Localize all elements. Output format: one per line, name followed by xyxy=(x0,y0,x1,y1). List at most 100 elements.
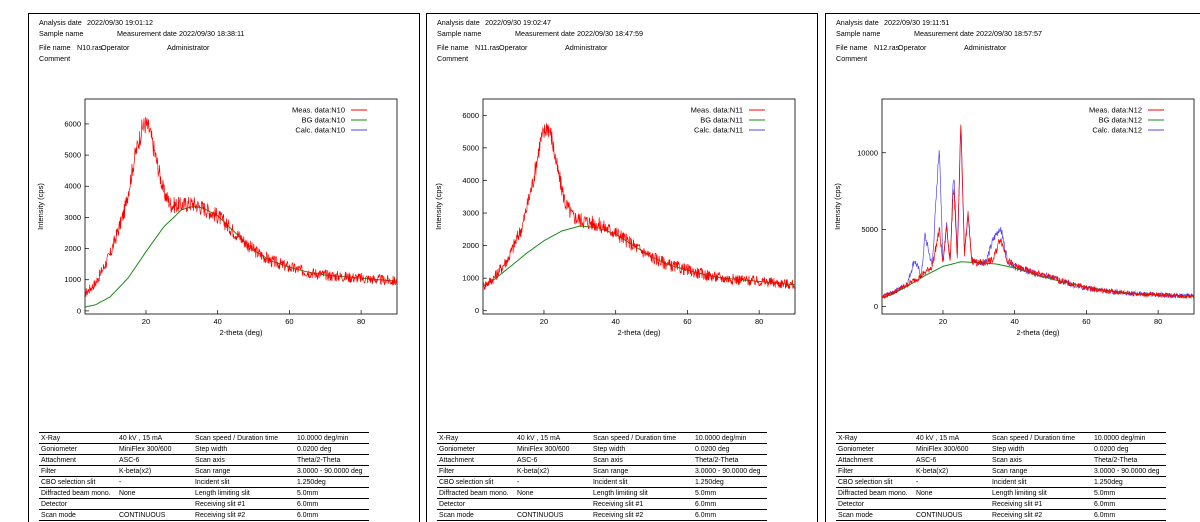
file-name-value: N12.ras xyxy=(874,43,900,52)
y-tick-label: 0 xyxy=(874,302,878,311)
param-label: CBO selection slit xyxy=(838,478,893,486)
params-row: Goniometer MiniFlex 300/600 Step width 0.02… xyxy=(437,444,767,455)
param-value: 5.0mm xyxy=(695,489,717,497)
xrd-chart: 0 5000 10000 20 40 60 80 2-theta (deg) Intensity… xyxy=(833,98,1195,337)
param-value: 1.250deg xyxy=(695,478,724,486)
x-tick-label: 40 xyxy=(1011,317,1019,326)
param-value xyxy=(515,499,591,510)
param-label: Attachment xyxy=(439,456,474,464)
legend-label: Calc. data:N12 xyxy=(1092,126,1142,135)
param-value: CONTINUOUS xyxy=(119,511,166,519)
params-row: Detector Receiving slit #1 6.0mm xyxy=(39,499,369,510)
y-tick-label: 4000 xyxy=(64,182,81,191)
param-value: 10.0000 deg/min xyxy=(695,434,747,442)
param-label: Receiving slit #2 xyxy=(992,511,1043,519)
plot-frame xyxy=(881,98,1195,315)
param-value: 3.0000 - 90.0000 deg xyxy=(1094,467,1160,475)
measurement-date-label: Measurement date xyxy=(515,28,575,38)
param-value: 10.0000 deg/min xyxy=(297,434,349,442)
y-tick-label: 1000 xyxy=(64,275,81,284)
analysis-date-label: Analysis date xyxy=(437,18,480,27)
param-label: Length limiting slit xyxy=(593,489,648,497)
x-axis-label: 2-theta (deg) xyxy=(220,328,263,337)
param-value: None xyxy=(517,489,534,497)
plot-frame xyxy=(482,98,796,315)
params-row: X-Ray 40 kV , 15 mA Scan speed / Duration … xyxy=(39,432,369,444)
param-value: CONTINUOUS xyxy=(916,511,963,519)
params-row: Filter K-beta(x2) Scan range 3.0000 - 90.00… xyxy=(836,466,1166,477)
param-label: CBO selection slit xyxy=(439,478,494,486)
param-value: None xyxy=(916,489,933,497)
analysis-date-value: 2022/09/30 19:11:51 xyxy=(884,18,950,27)
param-value: 0.0200 deg xyxy=(1094,445,1129,453)
param-label: Scan speed / Duration time xyxy=(992,434,1076,442)
params-row: CBO selection slit - Incident slit 1.250deg xyxy=(836,477,1166,488)
param-label: X-Ray xyxy=(838,434,858,442)
param-label: Filter xyxy=(41,467,57,475)
comment-label: Comment xyxy=(39,53,71,63)
param-label: Length limiting slit xyxy=(195,489,250,497)
param-label: Incident slit xyxy=(195,478,230,486)
analysis-date-label: Analysis date xyxy=(39,18,82,27)
measurement-date-value: 2022/09/30 18:38:11 xyxy=(179,28,245,38)
params-row: CBO selection slit - Incident slit 1.250deg xyxy=(39,477,369,488)
param-value xyxy=(117,499,193,510)
series-line xyxy=(483,123,795,291)
param-value: 1.250deg xyxy=(297,478,326,486)
file-name-value: N11.ras xyxy=(475,43,500,52)
param-label: Receiving slit #2 xyxy=(593,511,644,519)
y-tick-label: 6000 xyxy=(462,111,479,120)
param-value: - xyxy=(119,478,122,486)
file-name-label: File name xyxy=(836,43,868,52)
param-value: CONTINUOUS xyxy=(517,511,564,519)
param-label: Diffracted beam mono. xyxy=(838,489,908,497)
x-tick-label: 60 xyxy=(285,317,293,326)
param-label: Scan mode xyxy=(838,511,873,519)
x-tick-label: 60 xyxy=(683,317,691,326)
param-label: Diffracted beam mono. xyxy=(439,489,509,497)
params-row: Detector Receiving slit #1 6.0mm xyxy=(836,499,1166,510)
param-value: Theta/2-Theta xyxy=(1094,456,1138,464)
param-label: Filter xyxy=(838,467,854,475)
param-value: 6.0mm xyxy=(695,500,717,508)
legend-label: BG data:N10 xyxy=(302,116,345,125)
param-value xyxy=(914,499,990,510)
operator-label: Operator xyxy=(898,43,927,52)
params-row: Goniometer MiniFlex 300/600 Step width 0.02… xyxy=(39,444,369,455)
param-value: 3.0000 - 90.0000 deg xyxy=(297,467,363,475)
param-value: 5.0mm xyxy=(297,489,319,497)
analysis-date-label: Analysis date xyxy=(836,18,879,27)
report-panel: Analysis date 2022/09/30 19:11:51 Sample n… xyxy=(825,13,1200,522)
param-label: Scan speed / Duration time xyxy=(195,434,279,442)
param-label: Goniometer xyxy=(439,445,476,453)
plot-frame xyxy=(84,98,398,315)
y-tick-label: 5000 xyxy=(861,225,878,234)
param-value: 6.0mm xyxy=(695,511,717,519)
param-label: Attachment xyxy=(838,456,873,464)
param-label: Detector xyxy=(439,500,466,508)
series-line xyxy=(882,261,1194,299)
series-line xyxy=(85,116,397,297)
param-value: Theta/2-Theta xyxy=(695,456,739,464)
legend-label: Meas. data:N11 xyxy=(691,106,743,115)
series-line xyxy=(483,225,795,287)
param-label: Scan range xyxy=(593,467,629,475)
x-tick-label: 40 xyxy=(612,317,620,326)
param-value: ASC-6 xyxy=(916,456,937,464)
measurement-date-value: 2022/09/30 18:47:59 xyxy=(577,28,643,38)
params-row: Diffracted beam mono. None Length limiting… xyxy=(836,488,1166,499)
report-panel: Analysis date 2022/09/30 19:01:12 Sample n… xyxy=(28,13,420,522)
param-label: Receiving slit #1 xyxy=(593,500,644,508)
x-tick-label: 80 xyxy=(1154,317,1162,326)
legend-label: BG data:N11 xyxy=(700,116,743,125)
param-label: Goniometer xyxy=(838,445,875,453)
analysis-date-value: 2022/09/30 19:01:12 xyxy=(87,18,153,27)
x-tick-label: 20 xyxy=(540,317,548,326)
measurement-params-table: X-Ray 40 kV , 15 mA Scan speed / Duration … xyxy=(437,432,767,521)
param-label: Incident slit xyxy=(992,478,1027,486)
measurement-date-label: Measurement date xyxy=(914,28,974,38)
param-value: 40 kV , 15 mA xyxy=(916,434,960,442)
y-tick-label: 4000 xyxy=(462,176,479,185)
operator-value: Administrator xyxy=(964,43,1007,52)
param-label: X-Ray xyxy=(439,434,459,442)
